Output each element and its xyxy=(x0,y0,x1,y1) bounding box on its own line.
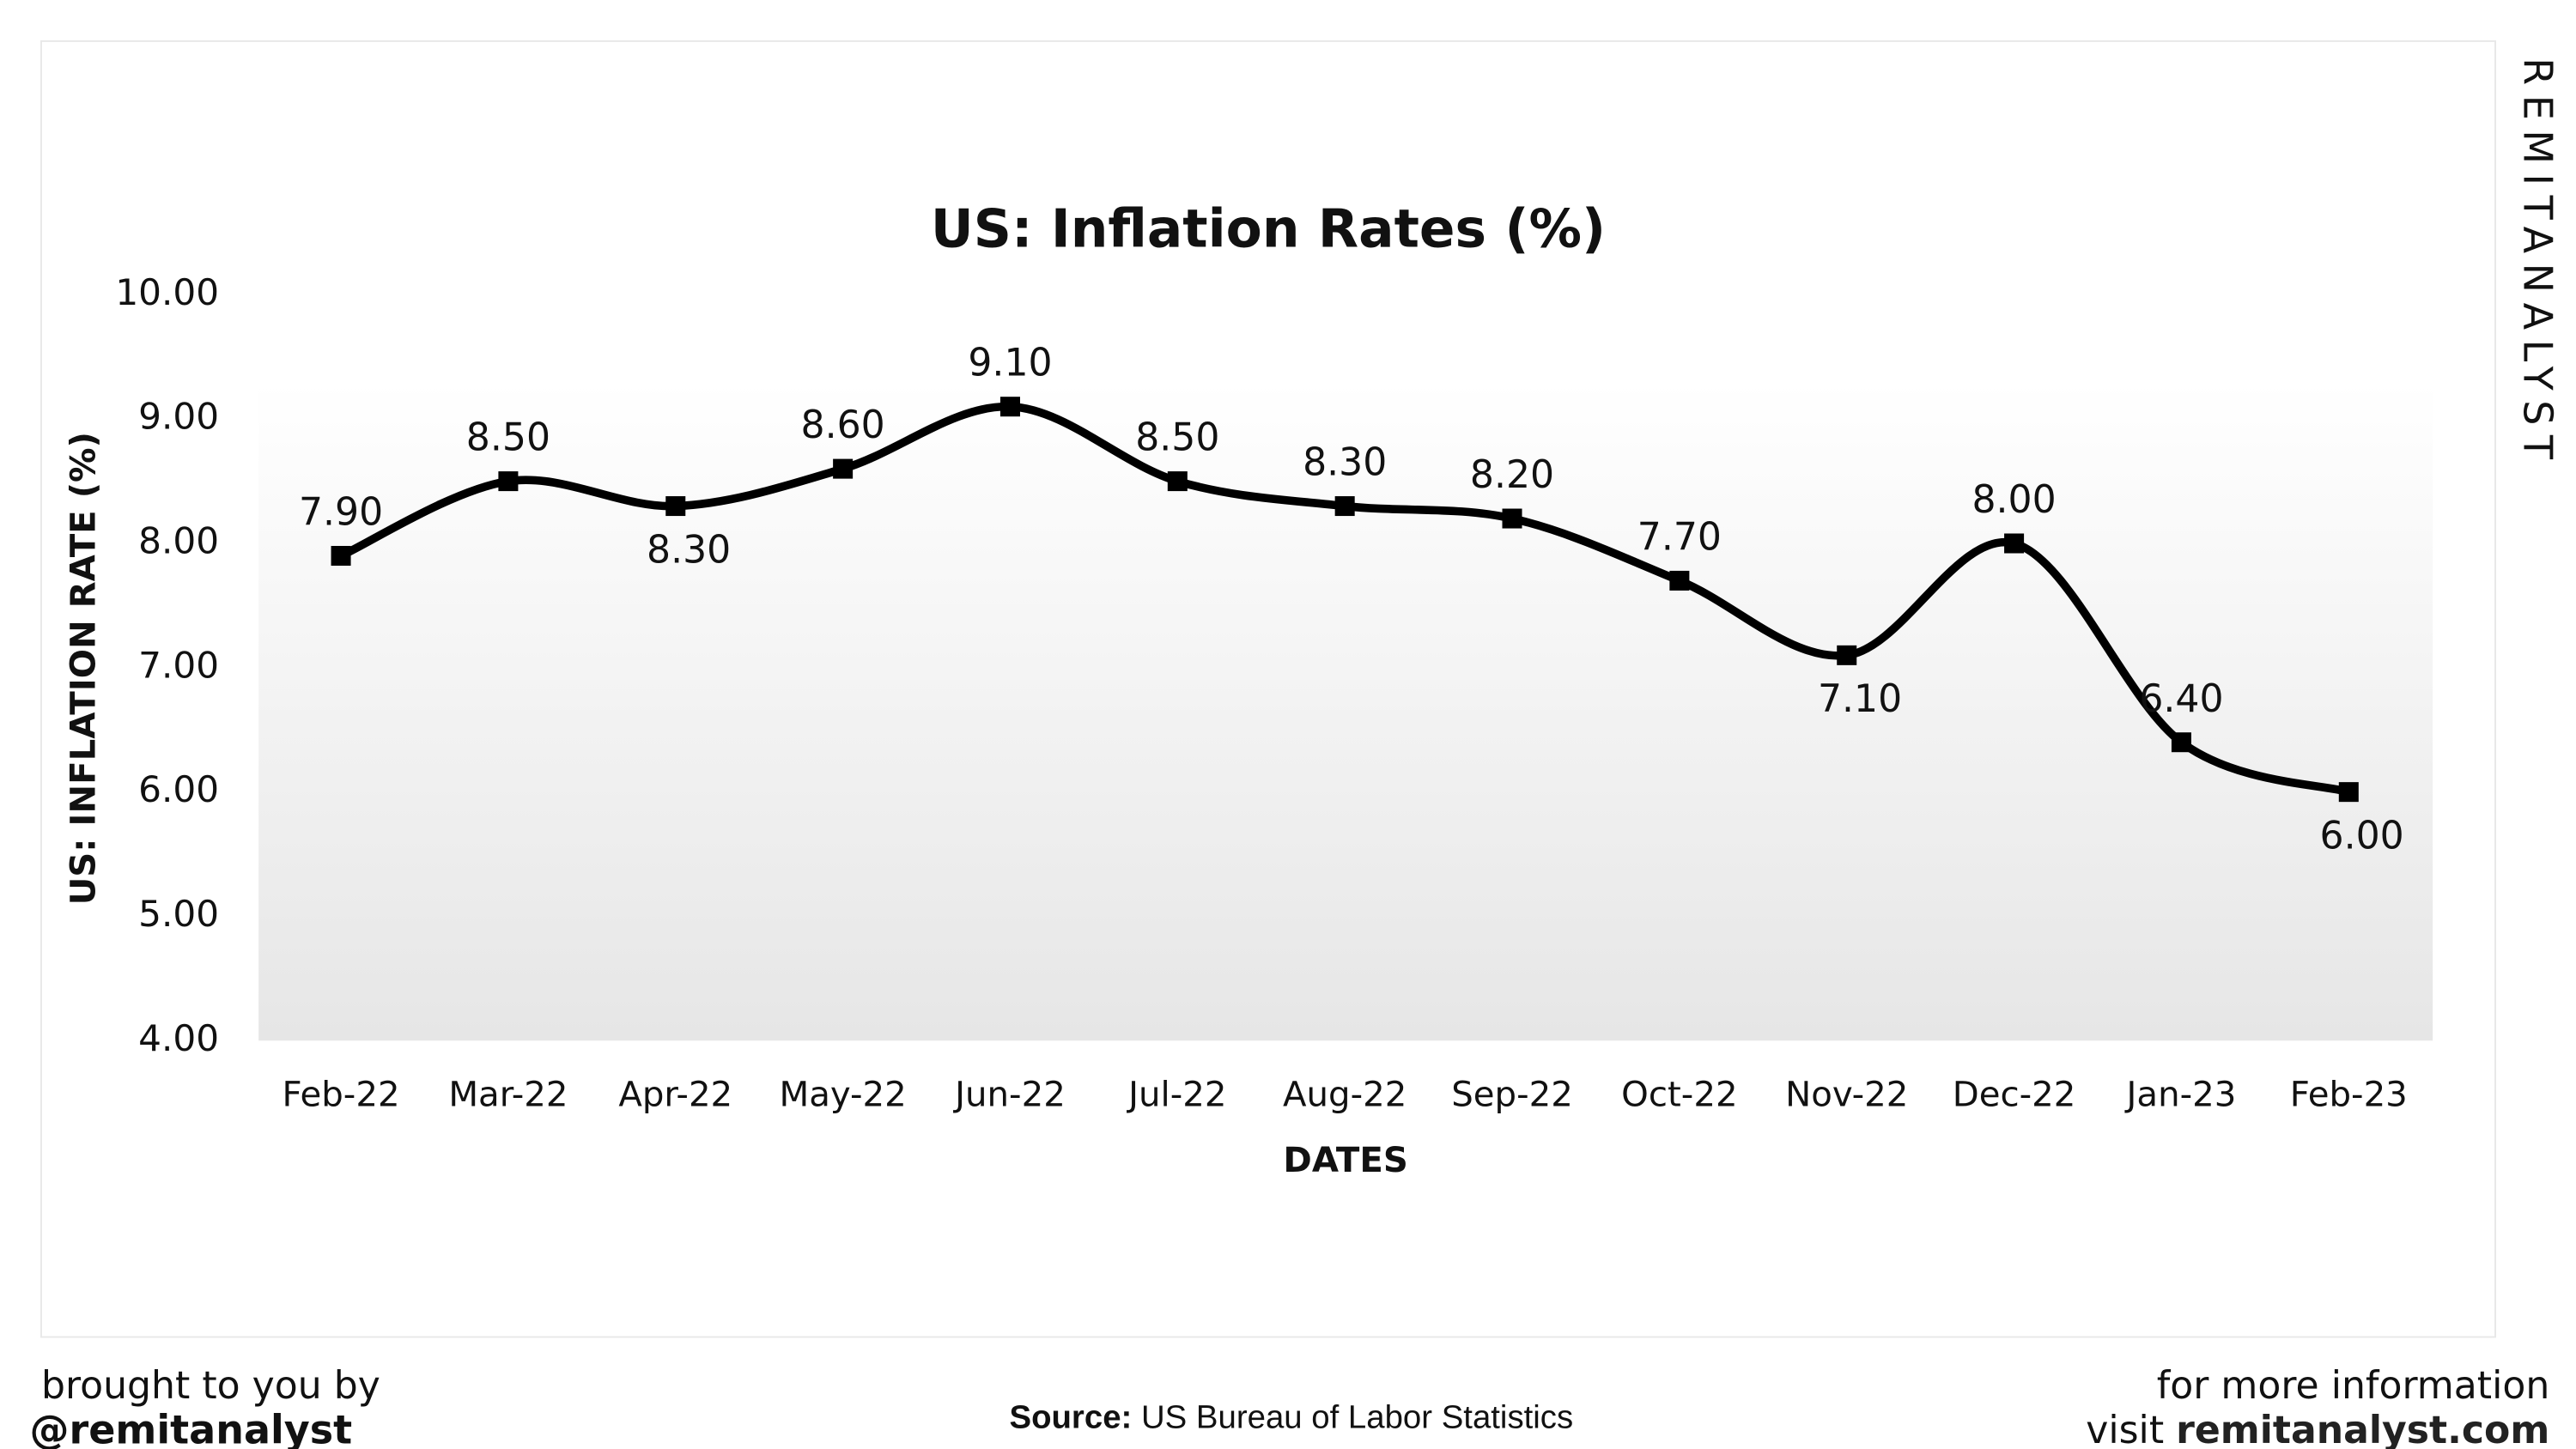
marker xyxy=(2171,732,2191,753)
data-label: 7.90 xyxy=(299,491,383,535)
plot-area xyxy=(258,382,2433,1041)
x-axis-title: DATES xyxy=(1283,1141,1407,1180)
chart-title: US: Inflation Rates (%) xyxy=(931,199,1606,260)
marker xyxy=(1669,570,1690,591)
y-axis-title: US: INFLATION RATE (%) xyxy=(64,432,104,905)
marker xyxy=(665,496,686,517)
footer-text: for more information xyxy=(2157,1364,2550,1408)
data-label: 8.50 xyxy=(1135,416,1219,460)
data-label: 8.30 xyxy=(647,528,731,572)
data-label: 8.60 xyxy=(801,403,885,447)
y-tick-label: 4.00 xyxy=(138,1017,219,1059)
x-tick-label: Nov-22 xyxy=(1785,1076,1908,1115)
marker xyxy=(2338,782,2359,803)
marker xyxy=(1334,496,1355,517)
marker xyxy=(331,545,351,566)
x-tick-label: Oct-22 xyxy=(1621,1076,1737,1115)
marker xyxy=(999,397,1020,417)
marker xyxy=(498,471,519,492)
x-tick-label: Aug-22 xyxy=(1283,1076,1406,1115)
x-tick-label: Apr-22 xyxy=(618,1076,732,1115)
data-label: 7.10 xyxy=(1818,677,1902,721)
marker xyxy=(833,458,854,479)
data-label: 8.30 xyxy=(1303,441,1387,485)
footer-link-line: visit remitanalyst.com xyxy=(2086,1409,2549,1449)
x-tick-label: Jul-22 xyxy=(1126,1076,1226,1115)
marker xyxy=(1502,508,1522,529)
data-label: 9.10 xyxy=(968,342,1052,385)
footer-prefix: visit xyxy=(2086,1409,2164,1449)
marker xyxy=(2004,533,2025,554)
x-tick-label: Feb-23 xyxy=(2290,1076,2408,1115)
watermark: REMITANALYST xyxy=(2515,58,2561,469)
y-tick-label: 9.00 xyxy=(138,396,219,438)
x-tick-label: Feb-22 xyxy=(283,1076,400,1115)
y-tick-label: 10.00 xyxy=(115,271,219,313)
x-tick-label: Sep-22 xyxy=(1451,1076,1573,1115)
source-label: Source: xyxy=(1009,1399,1132,1436)
y-tick-label: 7.00 xyxy=(138,644,219,686)
x-tick-label: May-22 xyxy=(779,1076,906,1115)
y-tick-label: 6.00 xyxy=(138,768,219,810)
data-label: 8.00 xyxy=(1971,478,2056,522)
marker xyxy=(1837,645,1857,665)
data-label: 6.40 xyxy=(2139,677,2223,721)
footer-handle: @remitanalyst xyxy=(30,1406,353,1449)
data-label: 6.00 xyxy=(2320,814,2404,858)
x-tick-label: Jan-23 xyxy=(2124,1076,2237,1115)
source-text: US Bureau of Labor Statistics xyxy=(1141,1399,1573,1436)
data-label: 8.50 xyxy=(466,416,550,460)
marker xyxy=(1167,471,1188,492)
source: Source: US Bureau of Labor Statistics xyxy=(1009,1399,1573,1436)
data-label: 8.20 xyxy=(1470,453,1554,497)
x-tick-label: Dec-22 xyxy=(1953,1076,2076,1115)
data-label: 7.70 xyxy=(1637,515,1722,559)
y-tick-label: 5.00 xyxy=(138,893,219,935)
x-tick-label: Mar-22 xyxy=(448,1076,568,1115)
y-tick-label: 8.00 xyxy=(138,520,219,562)
x-tick-label: Jun-22 xyxy=(952,1076,1066,1115)
footer-link[interactable]: remitanalyst.com xyxy=(2176,1409,2549,1449)
footer-text: brought to you by xyxy=(41,1364,380,1408)
